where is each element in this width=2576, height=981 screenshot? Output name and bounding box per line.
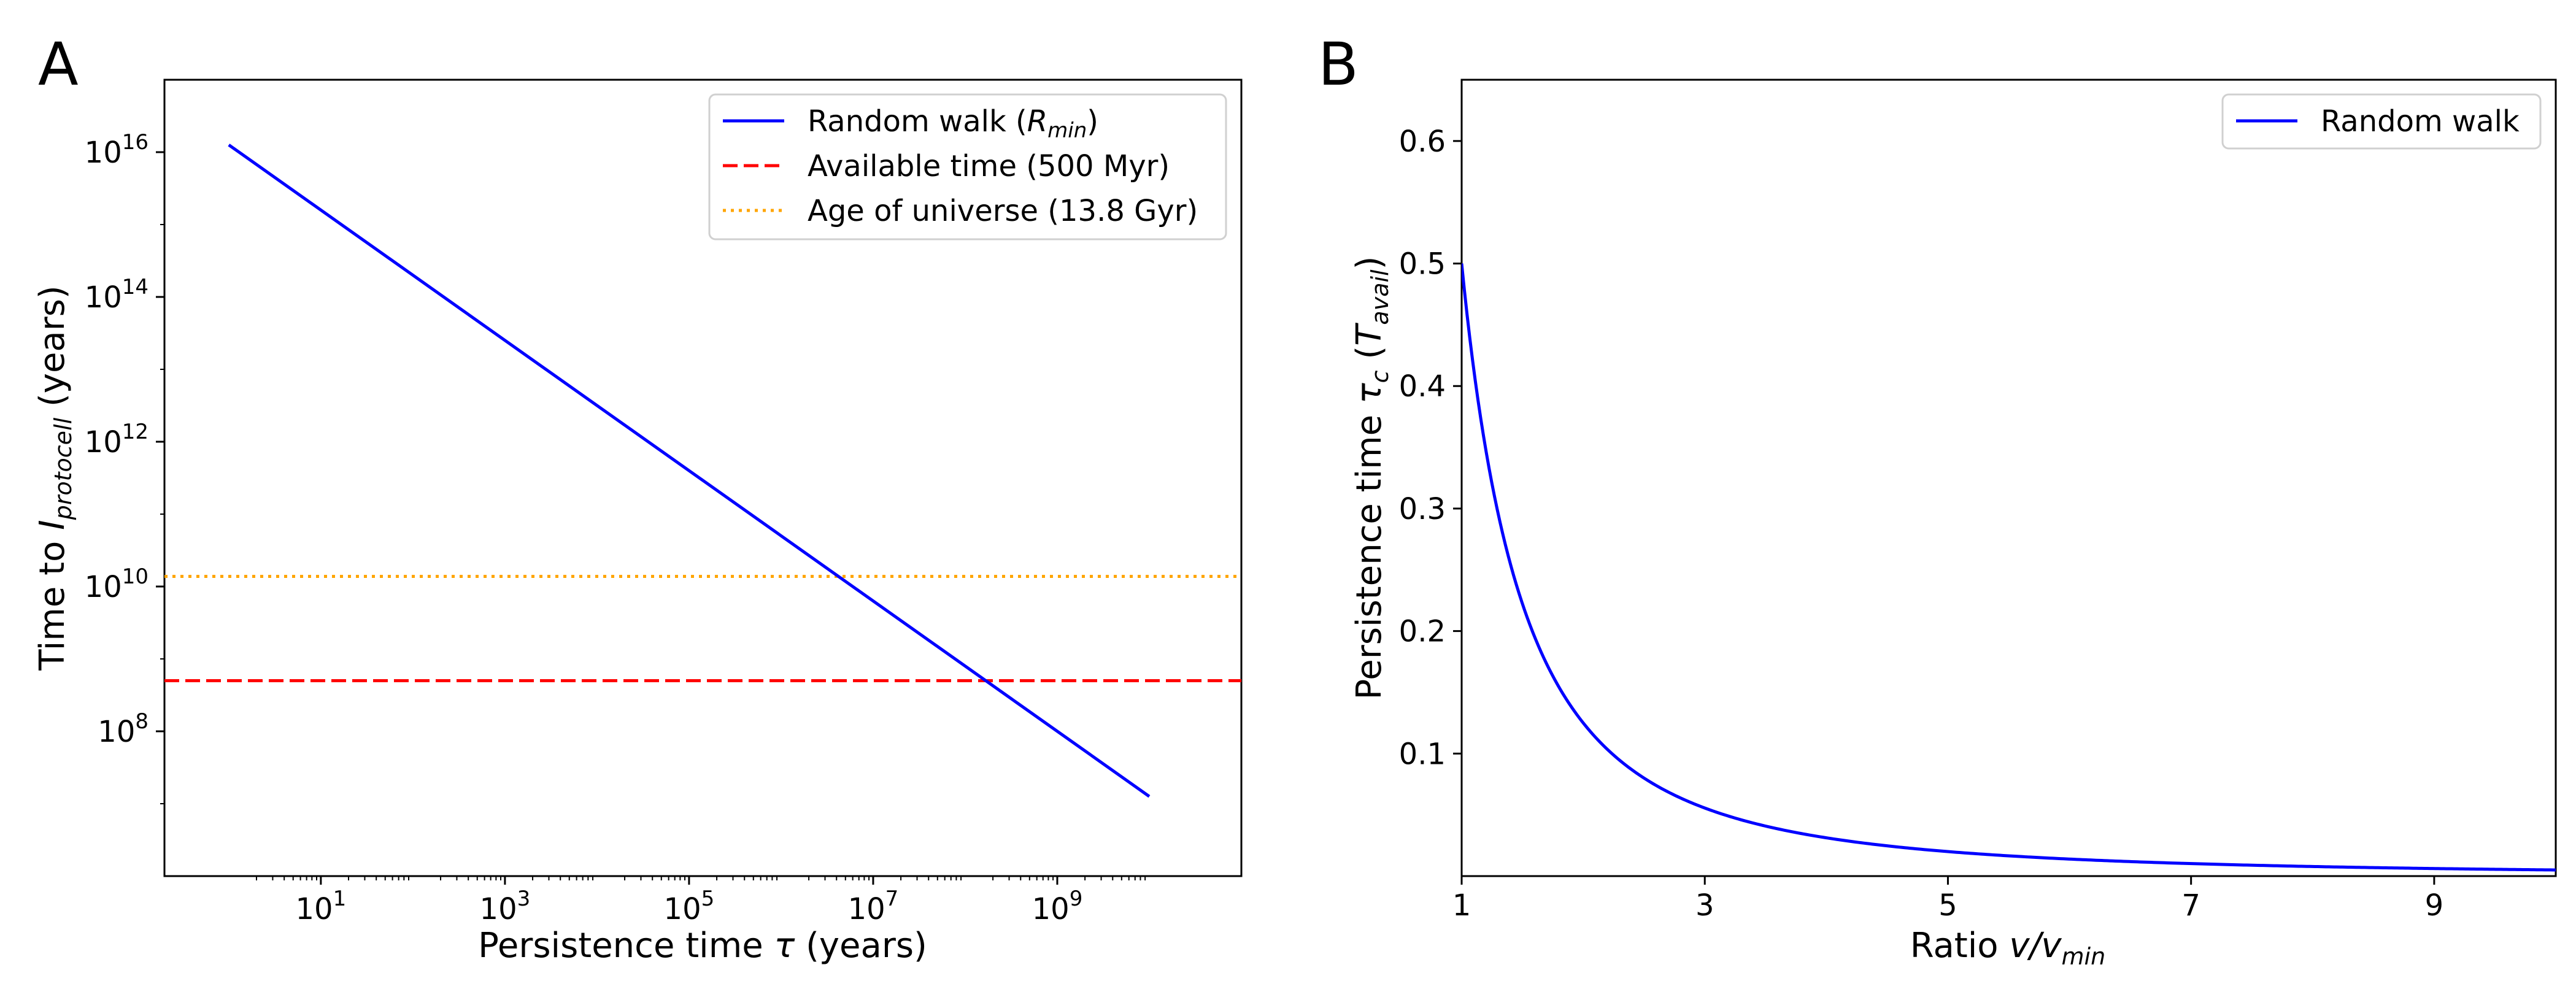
panel-a: A 101 103 105 107 109 108 1010 1012 1014 1016 Pe… (33, 30, 1243, 966)
panel-b-plot-area (1460, 79, 2557, 877)
y-tick-label: 1016 (85, 130, 148, 170)
legend-label-random-walk: Random walk (Rmin) (808, 104, 1098, 143)
y-tick-label: 108 (98, 709, 148, 749)
panel-a-y-ticks: 108 1010 1012 1014 1016 (85, 130, 164, 804)
panel-a-x-ticks: 101 103 105 107 109 (256, 876, 1146, 926)
x-tick-label: 5 (1938, 888, 1957, 923)
x-tick-label: 109 (1032, 887, 1083, 926)
random-walk-line (228, 144, 1151, 798)
panel-a-x-axis-label: Persistence time τ (years) (478, 926, 927, 966)
y-tick-label: 0.6 (1399, 125, 1446, 159)
panel-b-legend-frame (2221, 93, 2542, 150)
y-tick-label: 0.1 (1399, 737, 1446, 771)
panel-a-plot-area (163, 79, 1243, 877)
y-tick-label: 0.3 (1399, 492, 1446, 526)
y-tick-label: 1012 (85, 420, 148, 460)
legend-label-random-walk-b: Random walk (2321, 104, 2520, 139)
panel-b-x-ticks: 1 3 5 7 9 (1452, 876, 2443, 923)
legend-label-age-of-universe: Age of universe (13.8 Gyr) (808, 194, 1198, 228)
panel-a-legend-frame (708, 93, 1227, 240)
panel-a-letter: A (38, 30, 79, 99)
x-tick-label: 3 (1695, 888, 1714, 923)
panel-b-y-ticks: 0.1 0.2 0.3 0.4 0.5 0.6 (1399, 125, 1462, 771)
y-tick-label: 1010 (85, 564, 148, 604)
random-walk-curve (1462, 263, 2556, 872)
y-tick-label: 0.4 (1399, 369, 1446, 404)
x-tick-label: 9 (2425, 888, 2444, 923)
x-tick-label: 7 (2181, 888, 2200, 923)
panel-b-y-axis-label: Persistence time τc (Tavail) (1349, 256, 1394, 700)
x-tick-label: 1 (1452, 888, 1471, 923)
legend-label-available-time: Available time (500 Myr) (808, 149, 1170, 183)
x-tick-label: 105 (664, 887, 715, 926)
y-tick-label: 0.2 (1399, 615, 1446, 649)
y-tick-label: 1014 (85, 275, 148, 315)
panel-b-legend: Random walk (2221, 93, 2542, 150)
panel-b-x-axis-label: Ratio v/vmin (1910, 926, 2105, 970)
x-tick-label: 107 (848, 887, 899, 926)
panel-b-letter: B (1318, 30, 1359, 99)
panel-a-legend: Random walk (Rmin) Available time (500 M… (708, 93, 1227, 240)
x-tick-label: 103 (480, 887, 531, 926)
y-tick-label: 0.5 (1399, 247, 1446, 282)
x-tick-label: 101 (296, 887, 347, 926)
panel-a-y-axis-label: Time to Iprotocell (years) (33, 285, 77, 671)
